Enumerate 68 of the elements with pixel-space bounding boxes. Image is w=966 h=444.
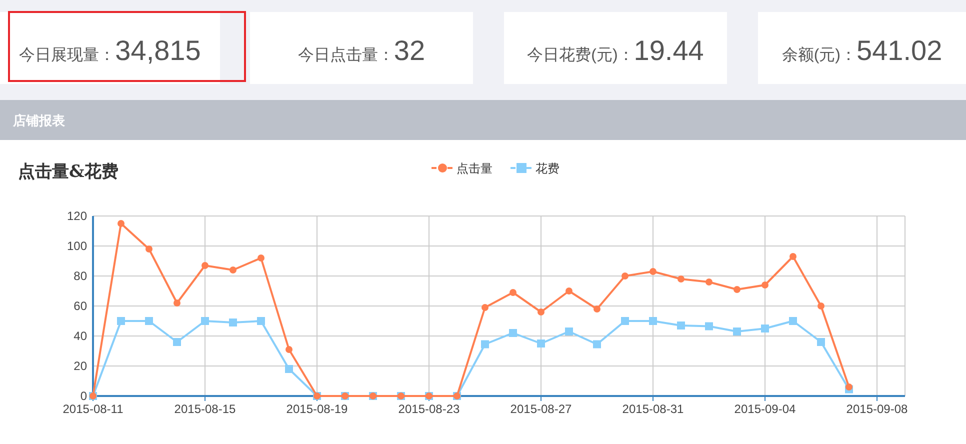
point bbox=[566, 288, 572, 294]
text: 余额(元)： bbox=[782, 46, 857, 64]
y-tick-label: 100 bbox=[66, 239, 88, 253]
point bbox=[146, 246, 152, 252]
point bbox=[705, 322, 713, 330]
text: 19.44 bbox=[634, 35, 704, 66]
point bbox=[174, 300, 180, 306]
text: 32 bbox=[394, 35, 426, 66]
chart-title: 点击量&花费 bbox=[18, 162, 118, 182]
x-tick-label: 2015-08-23 bbox=[398, 402, 460, 416]
point bbox=[649, 317, 657, 325]
y-tick-label: 80 bbox=[74, 269, 88, 283]
text: 店铺报表 bbox=[12, 113, 66, 128]
point bbox=[761, 324, 769, 332]
point bbox=[622, 272, 628, 280]
point bbox=[846, 384, 852, 390]
point bbox=[510, 289, 516, 296]
point bbox=[593, 340, 601, 348]
point bbox=[202, 262, 208, 269]
point bbox=[118, 220, 124, 227]
y-tick-label: 20 bbox=[74, 359, 88, 373]
y-tick-label: 0 bbox=[80, 389, 88, 403]
point bbox=[734, 286, 740, 293]
point bbox=[733, 328, 741, 336]
point bbox=[594, 306, 600, 312]
point bbox=[509, 329, 517, 337]
point bbox=[286, 346, 292, 353]
y-tick-label: 60 bbox=[74, 299, 88, 313]
point bbox=[817, 338, 825, 346]
x-tick-label: 2015-08-19 bbox=[286, 402, 348, 416]
text: 今日花费(元)： bbox=[527, 46, 634, 64]
text: 今日点击量： bbox=[298, 46, 394, 64]
point bbox=[677, 322, 685, 330]
point bbox=[145, 317, 153, 325]
legend-label: 点击量 bbox=[456, 162, 492, 176]
legend-label: 花费 bbox=[536, 162, 560, 176]
point bbox=[229, 318, 237, 326]
point bbox=[790, 253, 796, 260]
x-tick-label: 2015-08-15 bbox=[174, 402, 236, 416]
text: 今日展现量： bbox=[19, 47, 116, 64]
x-tick-label: 2015-08-31 bbox=[622, 402, 684, 416]
point bbox=[762, 282, 768, 288]
point bbox=[482, 304, 488, 311]
point bbox=[258, 254, 264, 262]
text: 34,815 bbox=[115, 35, 201, 66]
point bbox=[481, 340, 489, 348]
point bbox=[818, 302, 824, 310]
point bbox=[173, 338, 181, 346]
x-tick-label: 2015-08-11 bbox=[62, 402, 124, 416]
point bbox=[538, 308, 544, 316]
point bbox=[650, 268, 656, 275]
y-tick-label: 120 bbox=[66, 209, 88, 223]
point bbox=[537, 340, 545, 348]
point bbox=[117, 317, 125, 325]
point bbox=[257, 317, 265, 325]
point bbox=[285, 365, 293, 373]
point bbox=[201, 317, 209, 325]
x-tick-label: 2015-09-08 bbox=[846, 402, 908, 416]
point bbox=[706, 278, 712, 286]
point bbox=[621, 317, 629, 325]
x-tick-label: 2015-08-27 bbox=[510, 402, 572, 416]
text: 541.02 bbox=[856, 35, 942, 66]
y-tick-label: 40 bbox=[74, 329, 88, 343]
point bbox=[230, 266, 236, 274]
point bbox=[678, 276, 684, 282]
point bbox=[565, 328, 573, 336]
point bbox=[789, 317, 797, 325]
x-tick-label: 2015-09-04 bbox=[734, 402, 796, 416]
